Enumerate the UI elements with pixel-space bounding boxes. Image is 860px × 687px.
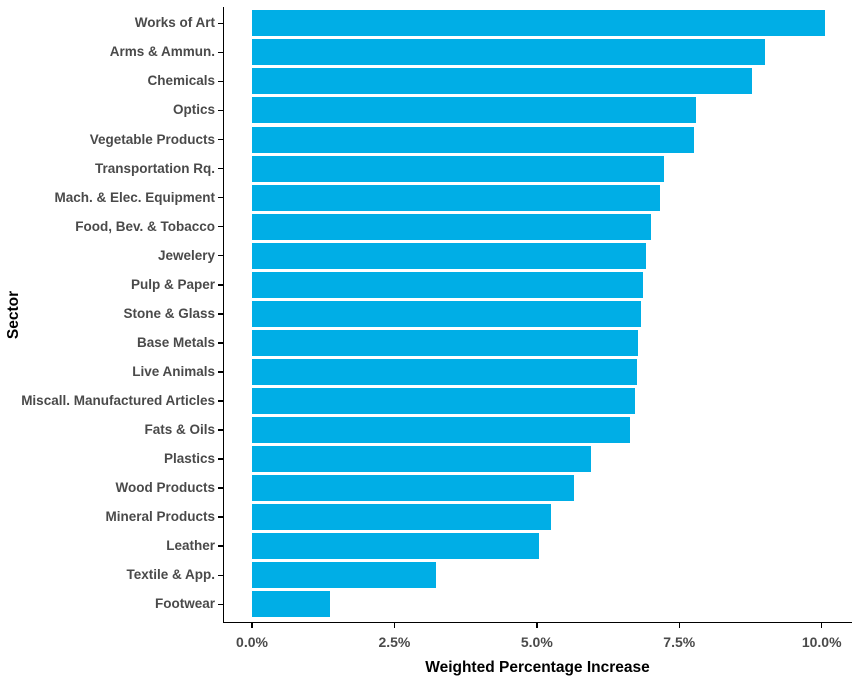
y-tick-mark <box>218 109 223 112</box>
bar-miscall-manufactured-articles <box>252 387 636 414</box>
bar-chemicals <box>252 68 752 95</box>
plot-area <box>223 7 852 623</box>
y-tick-mark <box>218 284 223 286</box>
x-tick-mark <box>678 623 681 628</box>
category-label: Textile & App. <box>126 567 215 583</box>
category-label: Wood Products <box>115 480 216 496</box>
x-tick-mark <box>393 623 396 628</box>
bar-mineral-products <box>252 504 552 531</box>
category-label: Chemicals <box>147 73 215 89</box>
bar-pulp-paper <box>252 271 644 298</box>
y-tick-mark <box>218 429 223 431</box>
bar-vegetable-products <box>252 126 695 153</box>
bar-plastics <box>252 446 591 473</box>
y-tick-mark <box>218 225 223 228</box>
y-tick-mark <box>218 51 223 54</box>
bar-food-bev-tobacco <box>252 213 651 240</box>
y-tick-mark <box>218 313 223 315</box>
y-tick-mark <box>218 487 223 489</box>
category-label: Works of Art <box>134 15 215 31</box>
bar-footwear <box>252 591 331 618</box>
y-tick-mark <box>218 167 223 170</box>
category-label: Vegetable Products <box>89 131 215 147</box>
x-tick-label: 10.0% <box>801 634 842 650</box>
y-tick-mark <box>218 603 223 606</box>
category-label: Mach. & Elec. Equipment <box>54 189 215 205</box>
category-label: Stone & Glass <box>123 305 215 321</box>
category-label: Optics <box>172 102 215 118</box>
category-label: Transportation Rq. <box>94 160 215 176</box>
y-tick-mark <box>218 138 223 141</box>
y-tick-mark <box>218 254 223 257</box>
category-label: Arms & Ammun. <box>109 44 215 60</box>
y-tick-mark <box>218 400 223 402</box>
y-tick-mark <box>218 196 223 199</box>
bar-stone-glass <box>252 300 642 327</box>
category-label: Food, Bev. & Tobacco <box>75 218 215 234</box>
bar-optics <box>252 97 696 124</box>
bar-jewelery <box>252 242 647 269</box>
bar-fats-oils <box>252 417 631 443</box>
bar-live-animals <box>252 358 637 385</box>
x-tick-label: 5.0% <box>520 634 553 650</box>
category-label: Live Animals <box>132 363 215 379</box>
category-label: Base Metals <box>136 334 215 350</box>
category-label: Miscall. Manufactured Articles <box>21 392 215 408</box>
category-label: Fats & Oils <box>144 422 215 437</box>
x-tick-mark <box>251 623 253 628</box>
bar-transportation-rq <box>252 155 664 182</box>
x-tick-label: 2.5% <box>378 634 411 650</box>
y-tick-mark <box>218 545 223 547</box>
y-tick-mark <box>218 574 223 576</box>
y-tick-mark <box>218 458 223 460</box>
category-label: Mineral Products <box>105 509 215 525</box>
category-label: Jewelery <box>157 247 215 263</box>
bar-mach-elec-equipment <box>252 184 660 211</box>
category-label: Footwear <box>154 596 215 612</box>
y-tick-mark <box>218 371 223 373</box>
bar-leather <box>252 533 540 560</box>
x-tick-label: 7.5% <box>663 634 696 650</box>
bar-textile-app <box>252 562 436 589</box>
y-tick-mark <box>218 516 223 518</box>
x-tick-mark <box>820 623 823 628</box>
category-label: Plastics <box>163 451 215 467</box>
category-label: Leather <box>166 538 215 554</box>
x-tick-mark <box>536 623 538 628</box>
y-tick-mark <box>218 342 223 344</box>
x-tick-label: 0.0% <box>236 634 268 650</box>
category-label: Pulp & Paper <box>130 276 215 292</box>
x-axis-title: Weighted Percentage Increase <box>425 659 650 676</box>
y-tick-mark <box>218 22 223 25</box>
y-tick-mark <box>218 80 223 83</box>
bar-wood-products <box>252 475 575 502</box>
bar-base-metals <box>252 329 638 356</box>
bar-arms-ammun <box>252 39 766 66</box>
bar-works-of-art <box>252 10 825 37</box>
